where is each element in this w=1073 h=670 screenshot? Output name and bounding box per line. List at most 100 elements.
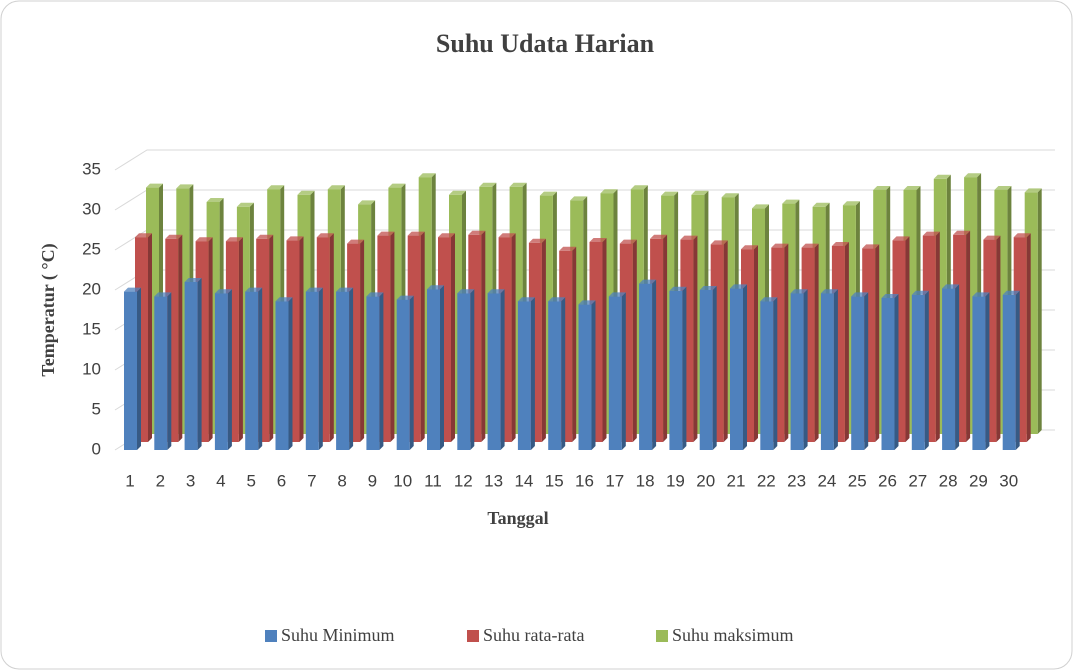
bar-side — [178, 234, 183, 442]
bar-top — [438, 233, 455, 238]
bar-top — [245, 287, 263, 292]
bar-top — [790, 289, 808, 294]
bar-front — [396, 299, 410, 450]
x-tick-label: 25 — [848, 471, 867, 490]
y-tick-label: 5 — [92, 399, 101, 418]
bar-top — [256, 234, 274, 239]
bar-top — [669, 286, 687, 291]
x-tick-label: 2 — [156, 471, 165, 490]
bar — [457, 289, 475, 450]
bar-front — [336, 291, 350, 450]
bar-side — [500, 289, 505, 450]
bar-top — [468, 230, 486, 235]
bar-top — [195, 237, 213, 242]
bar-front — [911, 294, 925, 450]
bar-front — [730, 288, 743, 450]
bar-front — [124, 291, 137, 450]
legend-label: Suhu Minimum — [281, 625, 395, 645]
bar — [366, 292, 384, 450]
bar-side — [743, 284, 747, 450]
x-tick-label: 21 — [727, 471, 746, 490]
bar-front — [517, 301, 531, 450]
bar-top — [377, 231, 395, 236]
y-tick-label: 10 — [82, 359, 101, 378]
y-tick-label: 15 — [82, 319, 101, 338]
x-tick-label: 16 — [575, 471, 594, 490]
bar-top — [487, 289, 505, 294]
x-tick-label: 20 — [696, 471, 715, 490]
x-tick-label: 3 — [186, 471, 195, 490]
bar-side — [269, 234, 274, 442]
bar-side — [712, 286, 717, 450]
bar-side — [784, 243, 789, 442]
bar — [669, 286, 687, 450]
bar-top — [124, 287, 141, 292]
bar — [942, 284, 960, 450]
bar-top — [366, 292, 384, 297]
bar-top — [1002, 290, 1020, 295]
x-tick-label: 15 — [545, 471, 564, 490]
bar-side — [258, 287, 263, 450]
bar — [730, 284, 747, 450]
bar — [760, 297, 778, 450]
bar-side — [481, 230, 486, 442]
bar-top — [559, 246, 577, 251]
bar-top — [680, 235, 698, 240]
bar-front — [184, 282, 198, 450]
y-tick-label: 30 — [82, 199, 101, 218]
legend-label: Suhu rata-rata — [483, 625, 584, 645]
bar-top — [570, 196, 588, 201]
bar-top — [600, 189, 618, 194]
bar-side — [1026, 233, 1031, 442]
x-tick-label: 17 — [605, 471, 624, 490]
bar-top — [892, 236, 910, 241]
bar — [336, 287, 354, 450]
y-tick-label: 20 — [82, 279, 101, 298]
x-axis-title: Tanggal — [487, 508, 548, 528]
bar-top — [983, 235, 1001, 240]
bar-top — [972, 292, 990, 297]
bar — [124, 287, 141, 450]
x-tick-label: 10 — [393, 471, 412, 490]
bar-top — [528, 238, 546, 243]
bar — [487, 289, 505, 450]
grid-line — [114, 149, 1055, 171]
x-tick-label: 26 — [878, 471, 897, 490]
bar-top — [760, 297, 778, 302]
bar-top — [608, 292, 626, 297]
bar-top — [457, 289, 475, 294]
bar-top — [347, 239, 365, 244]
x-tick-label: 5 — [246, 471, 255, 490]
bar-front — [457, 293, 471, 450]
x-tick-label: 1 — [125, 471, 134, 490]
legend-swatch — [265, 630, 277, 642]
bar-top — [650, 234, 668, 239]
bar-top — [903, 186, 921, 190]
bar-side — [682, 286, 687, 450]
bar-side — [440, 285, 444, 450]
bar-top — [184, 278, 202, 282]
bar — [275, 297, 293, 450]
bar-top — [267, 185, 285, 190]
y-axis-title: Temperatur ( °C) — [38, 243, 59, 376]
x-tick-label: 7 — [307, 471, 316, 490]
bar-side — [754, 245, 758, 442]
bar-top — [842, 201, 860, 206]
bar-side — [924, 290, 929, 450]
bar-top — [721, 193, 739, 198]
bar-front — [669, 290, 683, 450]
bar-top — [578, 300, 596, 305]
bar-top — [589, 238, 607, 242]
bar-front — [881, 298, 895, 450]
bar-side — [379, 292, 384, 450]
bar-side — [663, 234, 668, 442]
bar-top — [933, 174, 951, 179]
bar-front — [487, 293, 501, 450]
bar-top — [710, 240, 728, 245]
x-tick-label: 19 — [666, 471, 685, 490]
bar-front — [639, 283, 653, 450]
bar-front — [275, 301, 289, 450]
bar-top — [639, 279, 657, 284]
x-tick-label: 12 — [454, 471, 473, 490]
x-tick-label: 23 — [787, 471, 806, 490]
